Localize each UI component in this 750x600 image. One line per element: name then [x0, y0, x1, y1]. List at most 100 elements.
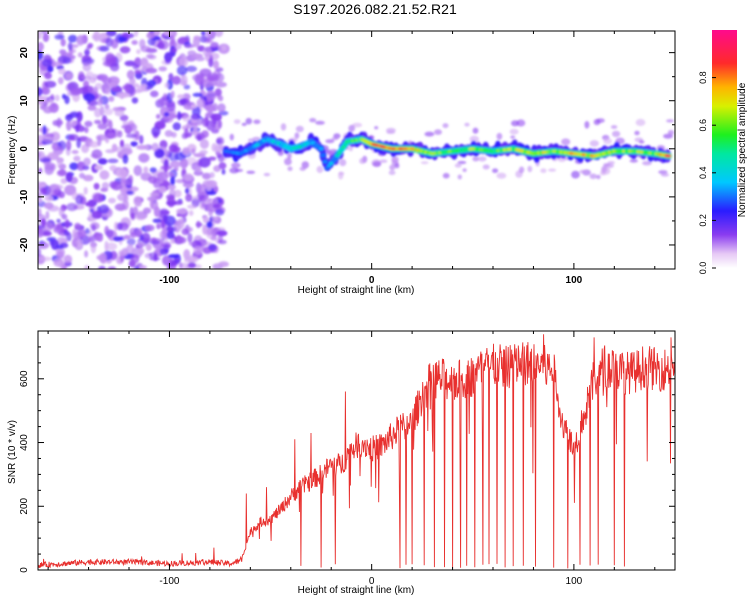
noise-speckle [79, 172, 85, 179]
noise-speckle [210, 42, 219, 49]
noise-speckle [150, 90, 159, 98]
noise-speckle [215, 81, 227, 88]
colorbar-tick-label: 0.8 [698, 71, 708, 84]
noise-speckle [65, 114, 73, 122]
noise-speckle [75, 194, 84, 205]
noise-speckle [190, 113, 201, 120]
noise-speckle [109, 62, 120, 72]
noise-speckle [145, 67, 158, 74]
noise-speckle [42, 125, 47, 135]
noise-speckle [98, 265, 106, 269]
noise-speckle [132, 63, 139, 70]
noise-speckle [348, 124, 356, 132]
noise-speckle [245, 117, 253, 125]
noise-speckle [139, 234, 144, 241]
noise-speckle [110, 181, 123, 191]
noise-speckle [94, 164, 104, 171]
spectrogram-x-axis-label: Height of straight line (km) [298, 285, 415, 296]
noise-speckle [74, 222, 81, 230]
noise-speckle [89, 208, 94, 213]
noise-speckle [183, 249, 191, 260]
noise-speckle [233, 119, 241, 124]
noise-speckle [561, 138, 571, 146]
noise-speckle [247, 138, 255, 142]
noise-speckle [133, 165, 143, 177]
noise-speckle [210, 236, 218, 241]
noise-speckle [206, 190, 217, 196]
track-core [318, 147, 324, 151]
noise-speckle [99, 252, 107, 264]
noise-speckle [299, 166, 306, 171]
noise-speckle [391, 157, 397, 163]
noise-speckle [214, 88, 222, 97]
noise-speckle [211, 216, 219, 221]
noise-speckle [63, 254, 73, 264]
noise-speckle [287, 152, 292, 160]
noise-speckle [164, 59, 171, 64]
noise-speckle [156, 223, 161, 230]
noise-speckle [117, 130, 123, 138]
noise-speckle [133, 265, 139, 269]
signal-track [222, 131, 672, 172]
noise-speckle [65, 73, 73, 80]
noise-speckle [133, 196, 142, 207]
noise-speckle [143, 166, 149, 174]
noise-speckle [46, 191, 58, 196]
noise-speckle [91, 210, 103, 219]
noise-speckle [199, 35, 208, 43]
noise-speckle [284, 157, 292, 166]
noise-speckle [141, 232, 151, 244]
noise-speckle [95, 134, 108, 141]
noise-speckle [325, 139, 335, 144]
noise-speckle [106, 31, 117, 37]
noise-speckle [163, 93, 168, 99]
noise-speckle [136, 144, 149, 150]
noise-speckle [50, 224, 62, 229]
noise-speckle [170, 238, 175, 244]
noise-speckle [131, 40, 138, 45]
noise-speckle [118, 249, 128, 257]
noise-speckle [424, 131, 435, 137]
noise-speckle [176, 65, 188, 76]
noise-speckle [241, 122, 247, 126]
noise-speckle [280, 123, 287, 131]
noise-speckle [129, 206, 134, 218]
noise-speckle [51, 141, 58, 150]
chart-title: S197.2026.082.21.52.R21 [293, 1, 457, 17]
noise-speckle [83, 174, 94, 182]
noise-speckle [216, 136, 225, 146]
noise-speckle [170, 175, 176, 186]
noise-speckle [91, 34, 100, 40]
y-tick-label: -20 [19, 237, 30, 252]
noise-speckle [177, 111, 182, 121]
y-tick-label: 200 [19, 497, 30, 514]
noise-speckle [57, 120, 63, 126]
noise-speckle [148, 252, 158, 258]
noise-speckle [111, 86, 122, 92]
noise-speckle [170, 90, 175, 99]
noise-speckle [209, 54, 214, 65]
noise-speckle [389, 164, 396, 171]
noise-speckle [163, 214, 168, 223]
noise-speckle [90, 243, 97, 254]
noise-speckle [183, 43, 195, 49]
noise-speckle [193, 170, 204, 176]
noise-speckle [129, 227, 138, 236]
noise-speckle [158, 66, 167, 72]
noise-speckle [102, 114, 108, 124]
noise-speckle [54, 94, 60, 102]
noise-speckle [217, 153, 225, 163]
noise-speckle [97, 123, 108, 130]
noise-speckle [71, 150, 79, 154]
noise-speckle [86, 199, 96, 208]
noise-speckle [457, 174, 462, 180]
noise-speckle [211, 129, 220, 134]
noise-speckle [93, 231, 100, 241]
noise-speckle [208, 243, 217, 251]
noise-speckle [634, 130, 640, 136]
noise-speckle [201, 203, 206, 208]
noise-speckle [209, 31, 215, 38]
noise-speckle [607, 161, 615, 165]
noise-speckle [91, 149, 103, 160]
noise-speckle [253, 119, 261, 125]
